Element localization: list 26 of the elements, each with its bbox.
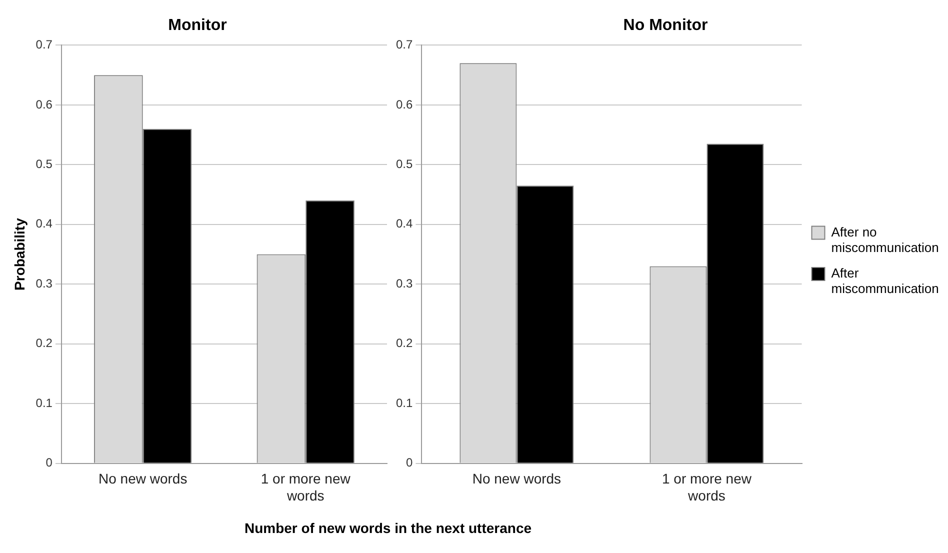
y-tick-label: 0.2 [36,336,53,350]
y-tick-label: 0.3 [396,276,413,290]
y-tick-label: 0.3 [36,276,53,290]
y-tick-label: 0.7 [396,38,413,52]
x-tick-label: No new words [98,470,188,487]
y-tick-label: 0.2 [396,336,413,350]
legend-label: After miscommunication [831,266,939,296]
x-tick-label: 1 or more new words [662,470,752,504]
x-tick-label: No new words [472,470,562,487]
chart-title: Monitor [168,17,227,34]
chart-title: No Monitor [623,17,708,34]
y-tick-label: 0.1 [36,396,53,410]
y-tick-label: 0.6 [396,97,413,112]
y-tick-label: 0.5 [36,157,53,171]
x-tick-label: 1 or more new words [260,470,352,504]
y-tick-label: 0.4 [36,216,53,231]
y-tick-label: 0.6 [36,97,53,112]
legend-label: After no miscommunication [831,224,939,255]
x-axis-title: Number of new words in the next utterance [243,520,533,536]
y-tick-label: 0.7 [36,38,53,52]
y-tick-label: 0 [406,456,413,470]
y-tick-label: 0 [46,456,53,470]
y-axis-title: Probability [11,218,28,290]
y-tick-label: 0.5 [396,157,413,171]
y-tick-label: 0.1 [396,396,413,410]
y-tick-label: 0.4 [396,216,413,231]
